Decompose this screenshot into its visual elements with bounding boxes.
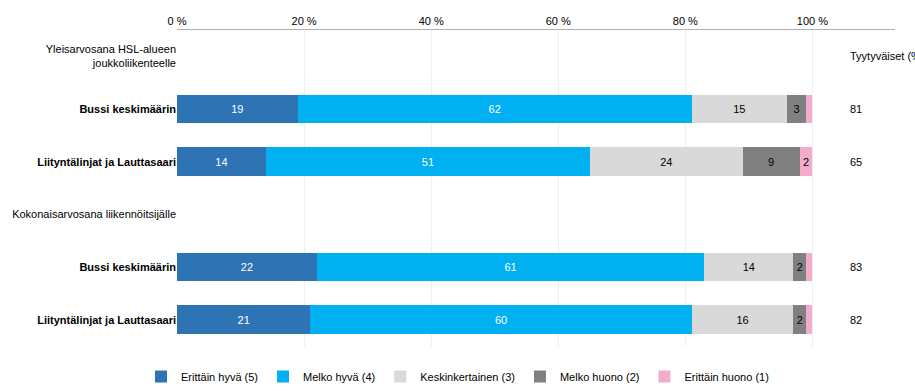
svg-text:14: 14	[743, 261, 755, 273]
svg-text:9: 9	[768, 156, 774, 168]
svg-text:Melko hyvä (4): Melko hyvä (4)	[303, 371, 375, 383]
svg-text:20 %: 20 %	[292, 15, 317, 27]
svg-text:2: 2	[797, 314, 803, 326]
svg-text:Yleisarvosana HSL-alueenjoukko: Yleisarvosana HSL-alueenjoukkoliikenteel…	[46, 43, 176, 69]
svg-text:3: 3	[793, 103, 799, 115]
svg-text:80 %: 80 %	[673, 15, 698, 27]
svg-text:Bussi keskimäärin: Bussi keskimäärin	[79, 261, 176, 273]
svg-text:2: 2	[803, 156, 809, 168]
svg-text:65: 65	[850, 156, 862, 168]
svg-text:60: 60	[495, 314, 507, 326]
svg-text:83: 83	[850, 261, 862, 273]
svg-text:Keskinkertainen (3): Keskinkertainen (3)	[420, 371, 515, 383]
svg-text:15: 15	[733, 103, 745, 115]
svg-text:Erittäin huono (1): Erittäin huono (1)	[684, 371, 768, 383]
svg-text:Melko huono (2): Melko huono (2)	[560, 371, 640, 383]
svg-text:100 %: 100 %	[797, 15, 828, 27]
svg-text:40 %: 40 %	[419, 15, 444, 27]
svg-text:0 %: 0 %	[168, 15, 187, 27]
svg-text:Erittäin hyvä (5): Erittäin hyvä (5)	[181, 371, 258, 383]
svg-text:14: 14	[215, 156, 227, 168]
svg-text:81: 81	[850, 103, 862, 115]
svg-text:16: 16	[736, 314, 748, 326]
svg-text:60 %: 60 %	[546, 15, 571, 27]
svg-text:Tyytyväiset (%): Tyytyväiset (%)	[850, 50, 915, 62]
svg-text:82: 82	[850, 314, 862, 326]
svg-text:61: 61	[504, 261, 516, 273]
svg-text:62: 62	[489, 103, 501, 115]
svg-text:Bussi keskimäärin: Bussi keskimäärin	[79, 103, 176, 115]
svg-text:51: 51	[422, 156, 434, 168]
svg-text:Liityntälinjat ja Lauttasaari: Liityntälinjat ja Lauttasaari	[37, 314, 176, 326]
svg-text:19: 19	[231, 103, 243, 115]
svg-text:21: 21	[238, 314, 250, 326]
svg-text:22: 22	[241, 261, 253, 273]
svg-text:2: 2	[797, 261, 803, 273]
svg-text:24: 24	[660, 156, 672, 168]
svg-text:Kokonaisarvosana liikennöitsij: Kokonaisarvosana liikennöitsijälle	[12, 208, 176, 220]
svg-text:Liityntälinjat ja Lauttasaari: Liityntälinjat ja Lauttasaari	[37, 156, 176, 168]
